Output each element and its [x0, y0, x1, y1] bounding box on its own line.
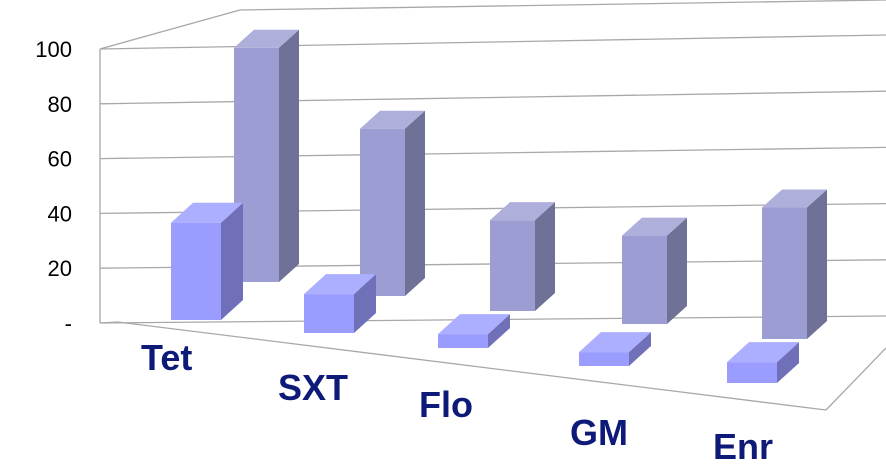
- bar-front-top-face: [579, 332, 651, 353]
- floor-right-edge: [825, 347, 886, 411]
- bar-front-side-face: [354, 274, 376, 333]
- bar-front-side-face: [629, 332, 651, 366]
- bar-back-top-face: [360, 110, 425, 129]
- bar-back: [360, 110, 425, 296]
- bar-front-top-face: [171, 202, 243, 223]
- bar-back-front-face: [622, 235, 667, 324]
- bar-back-top-face: [762, 189, 827, 208]
- floor-left-edge: [99, 321, 119, 324]
- y-tick-label: -: [65, 311, 72, 336]
- y-tick-label: 40: [48, 201, 72, 226]
- floor-front-edge: [117, 321, 827, 411]
- bar-back: [490, 202, 555, 311]
- bar-back-side-face: [807, 189, 827, 339]
- x-category-label: Enr: [713, 426, 773, 467]
- bar-back: [234, 29, 299, 283]
- x-category-label: Tet: [141, 337, 192, 378]
- x-category-label: SXT: [278, 367, 348, 408]
- x-axis-category-labels: Tet SXT Flo GM Enr: [141, 337, 773, 467]
- bar-front-top-face: [438, 314, 510, 335]
- bar-back-front-face: [490, 220, 535, 311]
- series-front-bars: [171, 202, 799, 383]
- bar-back-side-face: [667, 217, 687, 324]
- bar-back-front-face: [762, 207, 807, 339]
- bar-front-side-face: [488, 314, 510, 348]
- bar-front: [304, 274, 376, 333]
- bar-back-side-face: [535, 202, 555, 311]
- bar-front: [171, 202, 243, 320]
- gridline: [99, 90, 886, 105]
- bar-back-top-face: [622, 217, 687, 236]
- x-category-label: GM: [570, 412, 628, 453]
- y-tick-label: 20: [48, 256, 72, 281]
- wall-back-top-edge: [239, 0, 886, 11]
- bar-front-side-face: [221, 202, 243, 320]
- x-category-label: Flo: [419, 384, 473, 425]
- bar-front: [438, 314, 510, 348]
- bar-front-side-face: [777, 342, 799, 383]
- bar-front: [727, 342, 799, 383]
- bar-front-front-face: [579, 352, 629, 366]
- y-tick-label: 100: [35, 37, 72, 62]
- gridline: [99, 146, 886, 160]
- y-tick-label: 60: [48, 147, 72, 172]
- bar-front: [579, 332, 651, 366]
- bar-front-front-face: [438, 334, 488, 348]
- bar-back-top-face: [490, 202, 555, 221]
- bar-back-side-face: [279, 29, 299, 283]
- gridline: [99, 34, 886, 50]
- bar-back-side-face: [405, 110, 425, 296]
- y-axis-ticks: - 20 40 60 80 100: [35, 37, 72, 336]
- bar-back-front-face: [360, 128, 405, 296]
- bar-front-front-face: [727, 362, 777, 383]
- bar-back-top-face: [234, 29, 299, 48]
- wall-top-edge: [99, 9, 241, 50]
- bar-front-top-face: [304, 274, 376, 295]
- bar-front-top-face: [727, 342, 799, 363]
- bar-front-front-face: [304, 294, 354, 333]
- bar-front-front-face: [171, 222, 221, 320]
- bar-back: [622, 217, 687, 324]
- y-tick-label: 80: [48, 92, 72, 117]
- bar-back: [762, 189, 827, 339]
